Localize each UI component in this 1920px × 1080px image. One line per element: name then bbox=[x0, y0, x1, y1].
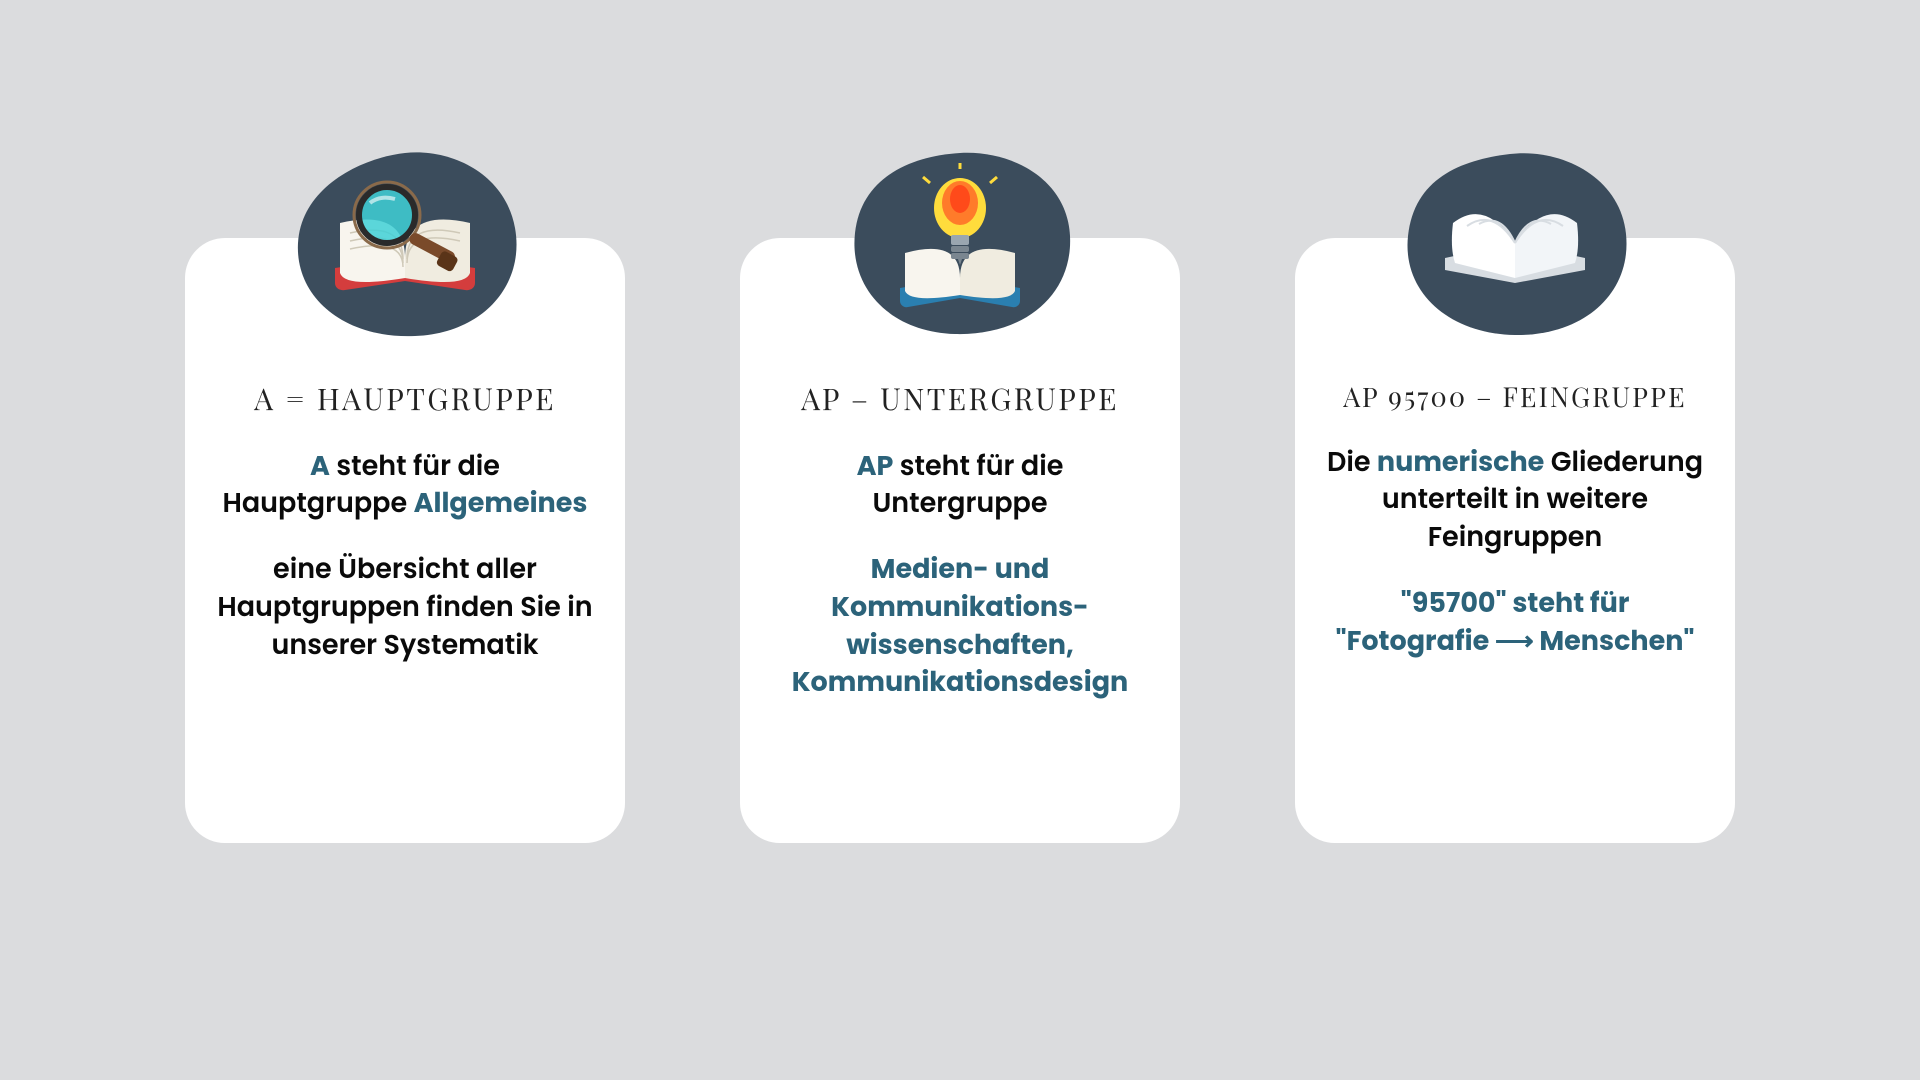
paragraph-2: eine Übersicht aller Hauptgruppen finden… bbox=[215, 551, 595, 664]
icon-blob bbox=[1400, 148, 1630, 338]
paragraph-2: Medien- und Kommunikations­wissenschafte… bbox=[770, 551, 1150, 702]
card-body: Die numerische Gliederung unterteilt in … bbox=[1325, 444, 1705, 661]
highlight: AP bbox=[857, 448, 894, 485]
paragraph-1: AP steht für die Untergruppe bbox=[770, 448, 1150, 524]
card-title: AP 95700 – FEINGRUPPE bbox=[1325, 378, 1705, 414]
icon-blob bbox=[290, 148, 520, 338]
highlight: numerische bbox=[1377, 444, 1544, 481]
book-lightbulb-icon bbox=[885, 163, 1035, 323]
highlight: Medien- und Kommunikations­wissenschafte… bbox=[792, 551, 1129, 701]
paragraph-1: Die numerische Gliederung unterteilt in … bbox=[1325, 444, 1705, 557]
card-hauptgruppe: A = HAUPTGRUPPE A steht für die Hauptgru… bbox=[185, 238, 625, 843]
paragraph-2: "95700" steht für "Fotografie ⟶ Menschen… bbox=[1325, 585, 1705, 661]
highlight: A bbox=[310, 448, 330, 485]
highlight: Allgemeines bbox=[414, 485, 588, 522]
book-magnifier-icon bbox=[315, 173, 495, 313]
card-title: AP – UNTERGRUPPE bbox=[770, 378, 1150, 418]
icon-blob bbox=[845, 148, 1075, 338]
card-untergruppe: AP – UNTERGRUPPE AP steht für die Unterg… bbox=[740, 238, 1180, 843]
card-feingruppe: AP 95700 – FEINGRUPPE Die numerische Gli… bbox=[1295, 238, 1735, 843]
highlight: "95700" steht für "Fotografie ⟶ Menschen… bbox=[1335, 585, 1694, 660]
cards-row: A = HAUPTGRUPPE A steht für die Hauptgru… bbox=[185, 238, 1735, 843]
card-body: AP steht für die Untergruppe Medien- und… bbox=[770, 448, 1150, 703]
card-title: A = HAUPTGRUPPE bbox=[215, 378, 595, 418]
paragraph-1: A steht für die Hauptgruppe Allgemeines bbox=[215, 448, 595, 524]
card-body: A steht für die Hauptgruppe Allgemeines … bbox=[215, 448, 595, 665]
book-open-white-icon bbox=[1435, 188, 1595, 298]
